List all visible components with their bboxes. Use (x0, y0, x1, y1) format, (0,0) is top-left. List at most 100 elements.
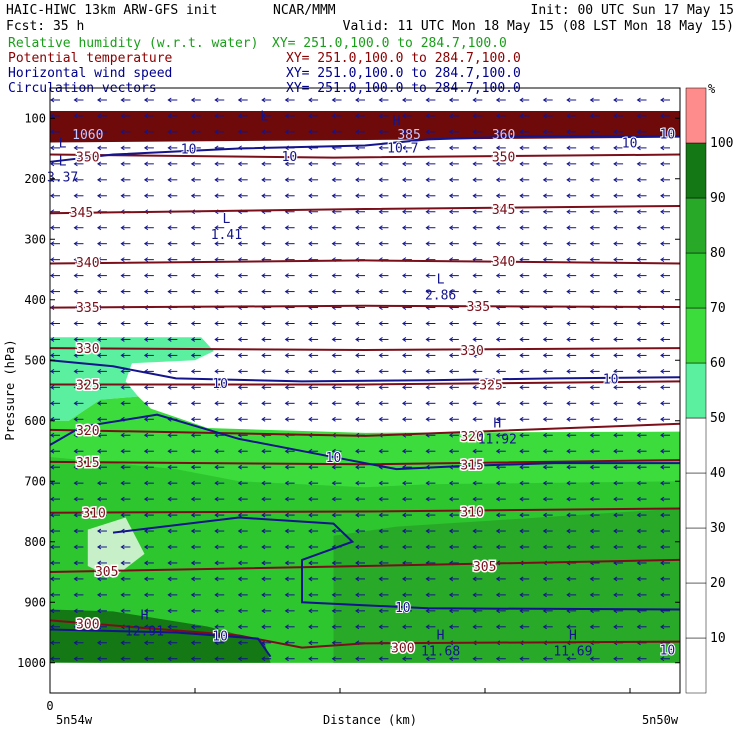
wind-vector (613, 592, 624, 598)
wind-vector (214, 241, 225, 247)
wind-vector (660, 337, 670, 342)
wind-vector (402, 496, 412, 502)
wind-vector (97, 432, 107, 438)
wind-vector (448, 608, 459, 614)
wind-vector (331, 448, 342, 454)
wind-vector (331, 337, 342, 342)
wind-vector (190, 608, 201, 614)
wind-vector (613, 496, 624, 502)
wind-vector (566, 129, 577, 135)
wind-vector (355, 512, 365, 518)
wind-vector (50, 400, 60, 406)
theta-label: 350 (492, 150, 515, 165)
wind-vector (73, 193, 84, 199)
theta-label: 320 (460, 430, 483, 445)
wind-vector (355, 656, 365, 662)
wind-vector (636, 289, 647, 294)
wind-vector (50, 560, 60, 566)
wind-vector (402, 368, 412, 374)
wind-vector (167, 193, 178, 199)
wind-vector (589, 337, 600, 342)
wind-vector (542, 209, 553, 215)
wind-vector (97, 193, 107, 199)
colorbar-label: 70 (710, 301, 726, 316)
wind-vector (143, 129, 154, 135)
wind-vector (120, 640, 131, 646)
wind-vector (214, 161, 225, 167)
wind-speed-label: 10 (660, 127, 676, 142)
wind-vector (214, 592, 225, 598)
wind-vector (120, 384, 131, 390)
wind-vector (143, 97, 154, 103)
wind-vector (448, 496, 459, 502)
wind-vector (143, 161, 154, 167)
wind-speed-contours (49, 135, 681, 658)
wind-vector (97, 624, 107, 630)
wind-vector (448, 544, 459, 550)
wind-vector (214, 384, 225, 390)
legend-coordinates: XY= 251.0,100.0 to 284.7,100.0 (272, 36, 507, 51)
colorbar-label: 60 (710, 356, 726, 371)
wind-vector (589, 97, 600, 103)
wind-vector (495, 624, 506, 630)
wind-vector (190, 400, 201, 406)
wind-vector (378, 384, 389, 390)
wind-vector (331, 129, 342, 135)
wind-vector (73, 289, 84, 294)
wind-vector (261, 177, 272, 183)
wind-vector (120, 656, 131, 662)
wind-vector (495, 400, 506, 406)
below-ground (50, 662, 680, 693)
wind-vector (472, 544, 483, 550)
wind-vector (542, 225, 553, 231)
wind-vector (261, 528, 272, 534)
y-tick-label: 700 (24, 474, 46, 488)
wind-vector (190, 113, 201, 119)
wind-vector (190, 576, 201, 582)
wind-vector (308, 384, 319, 390)
wind-vector (120, 289, 131, 294)
wind-vector (50, 129, 60, 135)
wind-vector (636, 145, 647, 151)
wind-vector (50, 464, 60, 470)
wind-vector (566, 496, 577, 502)
wind-vector (519, 528, 530, 534)
wind-vector (50, 97, 60, 103)
wind-vector (308, 321, 319, 326)
wind-vector (613, 353, 624, 358)
wind-vector (402, 576, 412, 582)
wind-vector (425, 368, 436, 374)
wind-vector (120, 193, 131, 199)
wind-vector (73, 640, 84, 646)
wind-vector (97, 257, 107, 263)
wind-vector (167, 624, 178, 630)
wind-vector (402, 512, 412, 518)
wind-vector (636, 464, 647, 470)
wind-vector (190, 464, 201, 470)
wind-vector (331, 576, 342, 582)
wind-vector (190, 496, 201, 502)
wind-vector (120, 241, 131, 247)
extremum-value: 3.37 (47, 171, 78, 186)
wind-vector (542, 592, 553, 598)
wind-vector (472, 113, 483, 119)
wind-vector (519, 225, 530, 231)
extremum-H: H11.69 (553, 628, 592, 659)
wind-vector (73, 560, 84, 566)
wind-vector (378, 321, 389, 326)
wind-vector (566, 368, 577, 374)
wind-vector (472, 496, 483, 502)
wind-vector (237, 416, 248, 422)
wind-vector (143, 512, 154, 518)
wind-vector (378, 496, 389, 502)
wind-vector (73, 353, 84, 358)
wind-vector (167, 512, 178, 518)
wind-vector (284, 368, 295, 374)
wind-vector (308, 512, 319, 518)
wind-vector (331, 592, 342, 598)
wind-vector (167, 496, 178, 502)
wind-vector (495, 353, 506, 358)
isotach-upper (49, 135, 680, 163)
wind-vector (660, 321, 670, 326)
colorbar-cell (685, 417, 707, 474)
